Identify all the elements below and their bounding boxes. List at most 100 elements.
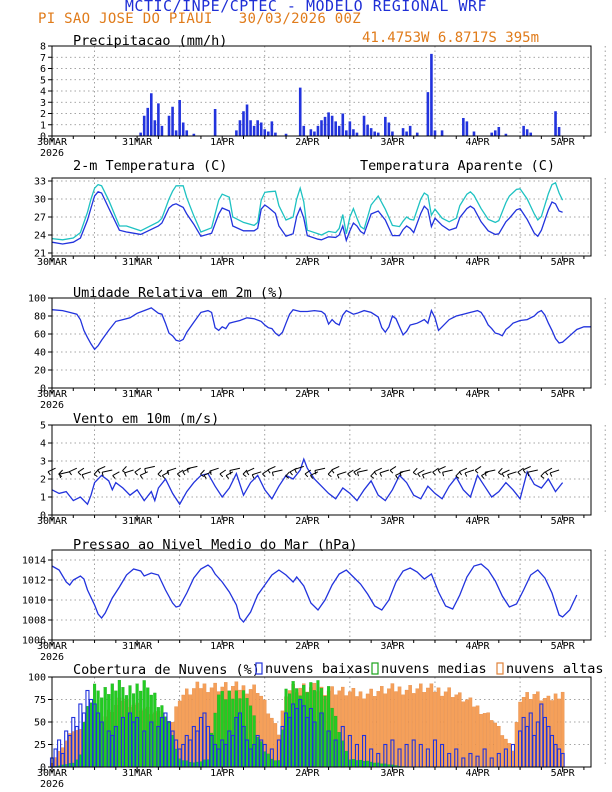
cloud-mid-bar — [337, 732, 341, 768]
cloud-mid-bar — [124, 695, 129, 768]
wind-barb-flag — [501, 473, 505, 478]
wind-barb — [464, 469, 475, 474]
panel-title: Cobertura de Nuvens (%) — [73, 662, 260, 678]
wind-barb — [399, 469, 411, 473]
x-date-label: 5APR — [551, 137, 576, 148]
x-year-label: 2026 — [40, 779, 64, 790]
x-date-label: 31MAR — [122, 516, 153, 527]
precip-bar — [284, 133, 288, 136]
precip-bar — [440, 130, 444, 136]
x-date-label: 5APR — [551, 257, 576, 268]
precip-bar — [249, 120, 252, 136]
cloud-high-bar — [358, 691, 363, 768]
cloud-high-bar — [493, 722, 498, 768]
wind-barb-flag — [161, 475, 166, 479]
wind-barb-flag — [412, 472, 417, 476]
y-tick-label: 5 — [40, 421, 46, 432]
wind-barb-flag — [157, 473, 162, 478]
wind-barb-flag — [271, 472, 274, 477]
wind-barb-flag — [370, 475, 375, 479]
wind-barb-flag — [81, 474, 85, 479]
wind-barb — [455, 471, 461, 477]
x-year-label: 2026 — [40, 400, 64, 411]
wind-barb — [122, 466, 127, 472]
precip-bar — [334, 121, 337, 136]
cloud-high-bar — [458, 692, 462, 768]
cloud-high-bar — [422, 692, 427, 768]
y-tick-label: 0 — [40, 384, 46, 395]
wind-barb — [242, 469, 248, 475]
cloud-mid-bar — [146, 687, 150, 768]
wind-barb-flag — [262, 473, 266, 478]
y-tick-label: 40 — [34, 348, 46, 359]
x-date-label: 4APR — [465, 389, 490, 400]
precip-bar — [245, 104, 249, 136]
wind-barb-flag — [437, 469, 441, 474]
x-year-label: 2026 — [40, 148, 64, 159]
wind-barb-flag — [289, 471, 293, 476]
wind-barb — [93, 469, 99, 475]
precip-bar — [309, 129, 313, 136]
precip-bar — [341, 113, 345, 136]
x-date-label: 3APR — [380, 389, 405, 400]
cloud-high-bar — [507, 743, 512, 768]
wind-barb — [442, 469, 453, 473]
cloud-high-bar — [486, 712, 490, 768]
y-tick-label: 6 — [40, 64, 46, 75]
cloud-legend-swatch — [255, 662, 263, 675]
wind-barb — [497, 467, 503, 473]
panel-frame — [51, 549, 592, 641]
wind-barb — [252, 471, 262, 476]
wind-barb-flag — [68, 471, 72, 476]
wind-barb — [517, 467, 524, 473]
x-date-label: 4APR — [465, 768, 490, 779]
x-date-label: 5APR — [551, 389, 576, 400]
precip-bar — [167, 115, 171, 136]
x-date-label: 2APR — [295, 389, 320, 400]
series-line — [51, 181, 564, 241]
y-tick-label: 25 — [34, 740, 46, 751]
x-date-label: 31MAR — [122, 768, 153, 779]
cloud-high-bar — [436, 687, 441, 768]
precip-bar — [493, 130, 497, 136]
precip-bar — [472, 131, 476, 136]
series-line — [51, 457, 564, 506]
wind-barb-flag — [176, 473, 181, 478]
wind-barb — [331, 465, 340, 471]
x-year-label: 2026 — [40, 652, 64, 663]
wind-barb-flag — [527, 472, 530, 477]
wind-barb-flag — [373, 471, 377, 476]
y-tick-label: 33 — [34, 177, 46, 188]
x-date-label: 3APR — [380, 768, 405, 779]
cloud-mid-bar — [373, 762, 377, 768]
precip-bar — [557, 127, 561, 136]
cloud-high-bar — [372, 696, 377, 768]
cloud-mid-bar — [139, 690, 143, 768]
cloud-mid-bar — [323, 696, 327, 768]
precip-bar — [462, 118, 465, 136]
cloud-high-bar — [365, 693, 370, 768]
wind-barb-flag — [442, 472, 445, 477]
precip-bar — [149, 93, 153, 136]
precip-bar — [529, 132, 533, 136]
station-info: PI SAO JOSE DO PIAUI 30/03/2026 00Z — [38, 11, 361, 27]
chart-main-title: MCTIC/INPE/CPTEC - MODELO REGIONAL WRF — [124, 0, 488, 15]
wind-barb — [432, 467, 439, 473]
wind-barb — [357, 469, 368, 473]
wind-barb — [522, 465, 531, 471]
wind-barb-flag — [422, 474, 425, 479]
precip-bar — [337, 125, 341, 136]
precip-bar — [522, 125, 525, 136]
precip-bar — [369, 128, 373, 136]
wind-barb — [225, 471, 234, 476]
wind-barb — [229, 467, 241, 471]
panel-frame — [51, 297, 592, 389]
cloud-high-bar — [443, 691, 448, 768]
wind-barb-flag — [186, 468, 189, 473]
wind-barb-flag — [101, 472, 104, 477]
precip-bar — [387, 122, 391, 136]
y-tick-label: 0 — [40, 511, 46, 522]
wind-barb-flag — [310, 475, 314, 479]
